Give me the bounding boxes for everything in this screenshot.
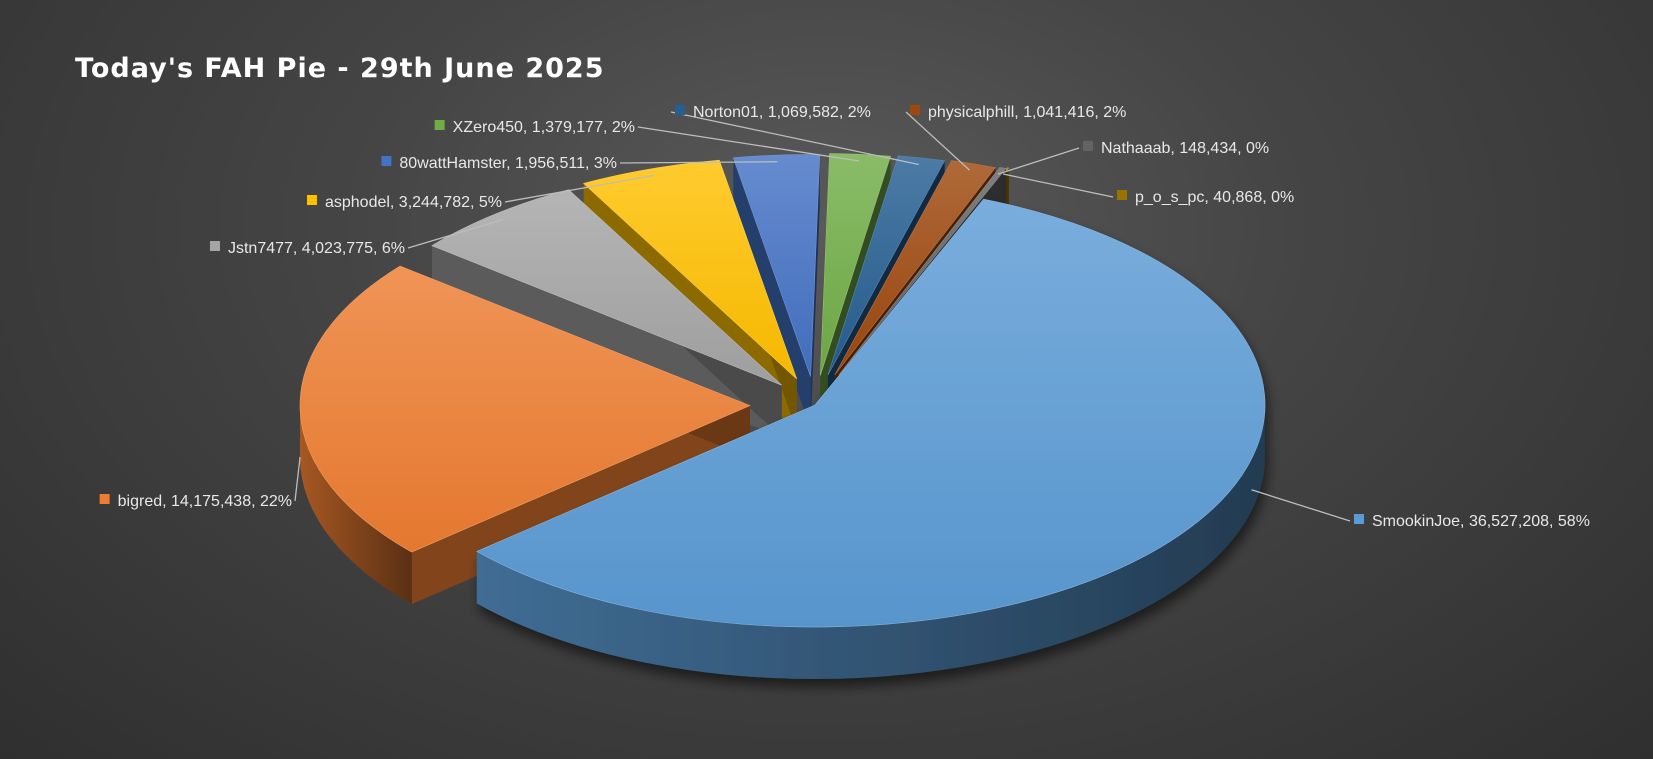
data-label-norton01: Norton01, 1,069,582, 2%	[693, 104, 871, 121]
pie-slice-80watthamster	[732, 154, 821, 429]
pie-layer	[299, 153, 1266, 680]
leader-line-jstn7477	[407, 218, 504, 249]
legend-key-p-o-s-pc	[1117, 190, 1127, 200]
leader-line-asphodel	[504, 174, 655, 203]
data-label-nathaaab: Nathaaab, 148,434, 0%	[1101, 140, 1269, 157]
legend-key-norton01	[675, 105, 685, 115]
leader-line-p-o-s-pc	[1002, 173, 1114, 198]
slice-rim	[300, 405, 412, 605]
label-layer: SmookinJoe, 36,527,208, 58% bigred, 14,17…	[99, 104, 1590, 530]
slice-rim	[476, 405, 1266, 680]
chart-title: Today's FAH Pie - 29th June 2025	[75, 53, 604, 84]
pie-slice-smookinjoe	[476, 198, 1266, 680]
leader-line-bigred	[294, 456, 301, 502]
slice-top	[838, 166, 1007, 375]
data-label-bigred: bigred, 14,175,438, 22%	[118, 493, 292, 510]
slice-top	[827, 155, 946, 376]
slice-wall	[810, 154, 820, 429]
leader-line-nathaaab	[997, 147, 1080, 175]
data-label-smookinjoe: SmookinJoe, 36,527,208, 58%	[1372, 513, 1590, 530]
leader-line-norton01	[670, 111, 919, 166]
legend-key-jstn7477	[209, 241, 220, 251]
leader-line-xzero450	[637, 126, 860, 162]
data-label-80watthamster: 80wattHamster, 1,956,511, 3%	[399, 155, 617, 172]
leader-line-physicalphill	[905, 111, 970, 171]
data-label-asphodel: asphodel, 3,244,782, 5%	[325, 194, 502, 211]
legend-key-smookinjoe	[1354, 514, 1364, 524]
leader-line-80watthamster	[619, 161, 778, 164]
leader-line-smookinjoe	[1251, 489, 1351, 522]
slice-top	[299, 265, 751, 553]
legend-key-xzero450	[434, 120, 445, 130]
legend-key-asphodel	[306, 195, 317, 205]
data-label-physicalphill: physicalphill, 1,041,416, 2%	[928, 104, 1126, 121]
slice-top	[583, 159, 797, 380]
data-label-xzero450: XZero450, 1,379,177, 2%	[453, 119, 635, 136]
slice-top	[476, 198, 1266, 628]
slice-wall	[733, 157, 811, 429]
slice-top	[834, 160, 997, 376]
legend-key-bigred	[99, 494, 110, 504]
legend-key-80watthamster	[381, 156, 392, 166]
legend-key-physicalphill	[910, 105, 920, 115]
slice-top	[820, 153, 891, 376]
data-label-jstn7477: Jstn7477, 4,023,775, 6%	[228, 240, 405, 257]
data-label-p-o-s-pc: p_o_s_pc, 40,868, 0%	[1135, 189, 1294, 206]
legend-key-nathaaab	[1083, 141, 1093, 151]
